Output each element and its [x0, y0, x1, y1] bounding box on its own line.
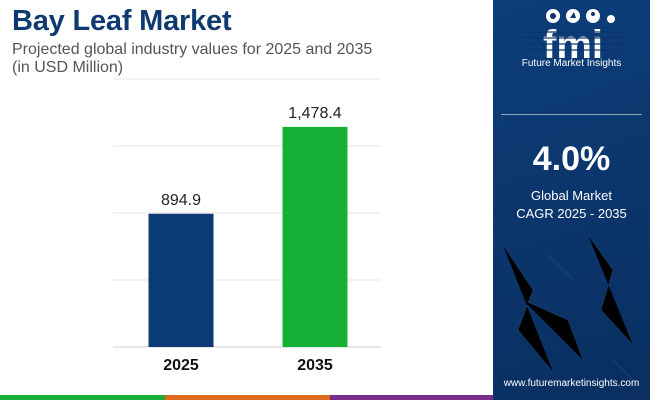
- bar-value-label-2035: 1,478.4: [288, 105, 341, 122]
- bar-chart: 894.9 2025 1,478.4 2035: [113, 78, 381, 374]
- chart-panel: Bay Leaf Market Projected global industr…: [12, 5, 381, 374]
- strip-segment: [330, 395, 493, 400]
- fmi-logo: fmi: [523, 9, 623, 67]
- sidebar-texture: [502, 234, 639, 386]
- x-tick-label-2035: 2035: [297, 357, 333, 374]
- x-tick-label-2025: 2025: [163, 357, 199, 374]
- cagr-label-line-1: Global Market: [531, 188, 612, 203]
- logo-dot-icon: [607, 15, 615, 23]
- page-title: Bay Leaf Market: [12, 5, 232, 37]
- logo-wordmark: fmi: [543, 23, 603, 67]
- strip-segment: [0, 395, 165, 400]
- page-subtitle: Projected global industry values for 202…: [12, 41, 372, 77]
- subtitle-line-1: Projected global industry values for 202…: [12, 41, 373, 58]
- subtitle-line-2: (in USD Million): [12, 59, 124, 76]
- bar-2025: [148, 213, 214, 347]
- sidebar-divider: [501, 114, 642, 115]
- logo-subtitle: Future Market Insights: [521, 58, 622, 69]
- bar-value-label-2025: 894.9: [161, 192, 201, 209]
- cagr-label-line-2: CAGR 2025 - 2035: [516, 206, 627, 221]
- strip-segment: [165, 395, 330, 400]
- bottom-color-strip: [0, 395, 493, 400]
- sidebar-panel: fmi Future Market Insights 4.0% Global M…: [493, 0, 650, 400]
- cagr-value: 4.0%: [532, 140, 611, 178]
- website-link[interactable]: www.futuremarketinsights.com: [503, 378, 640, 389]
- bar-2035: [282, 126, 348, 348]
